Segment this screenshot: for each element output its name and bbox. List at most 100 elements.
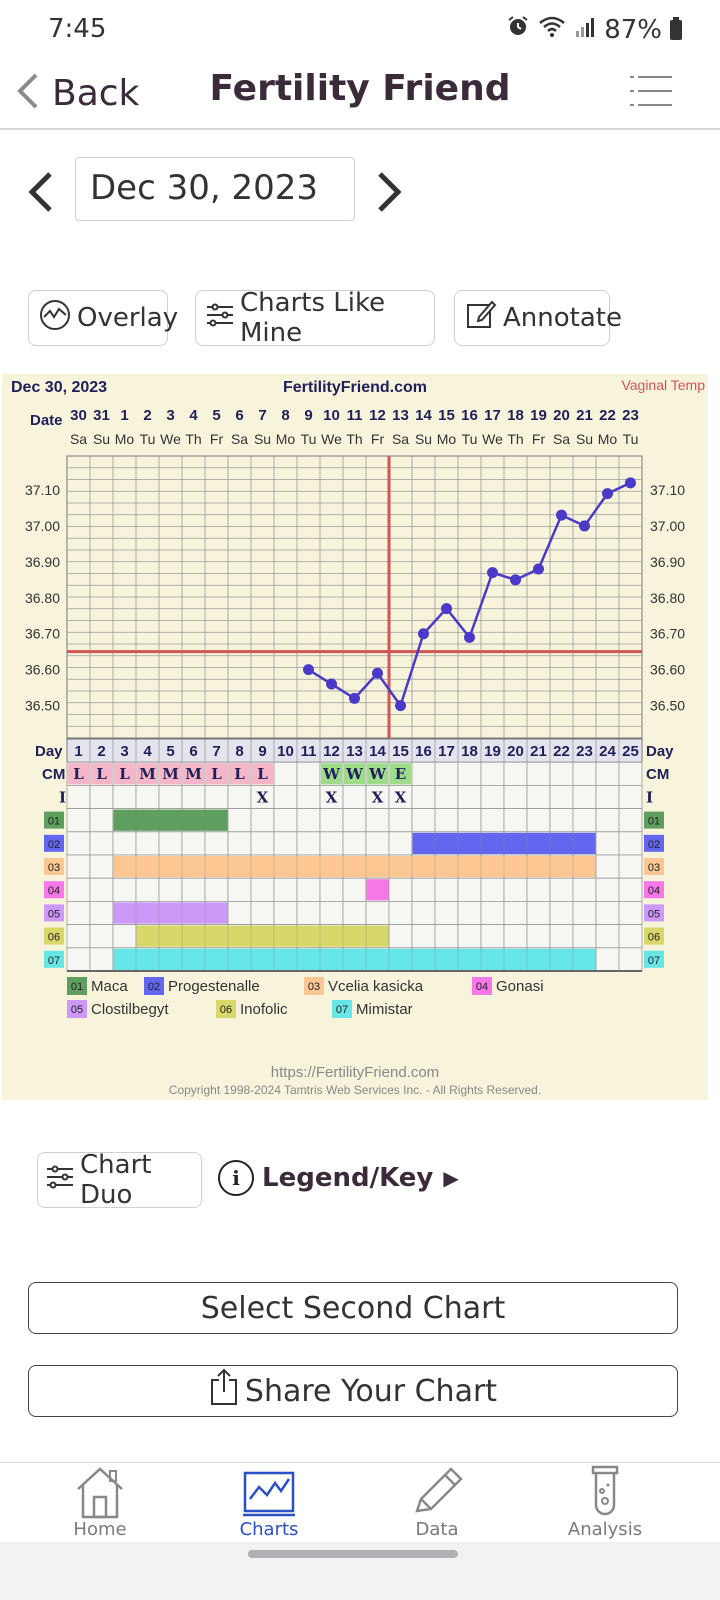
intercourse-row-label-right: I (646, 788, 653, 806)
grid-cell (595, 877, 620, 902)
med-code-badge-left (44, 904, 64, 922)
legend-med-name: Clostilbegyt (91, 1001, 169, 1018)
day-number: 3 (120, 743, 128, 760)
cm-value: W (322, 765, 341, 783)
grid-cell (618, 808, 643, 833)
previous-date-button[interactable] (22, 170, 62, 214)
grid-cell (618, 877, 643, 902)
share-chart-button[interactable]: Share Your Chart (28, 1365, 678, 1417)
y-tick-label-left: 36.90 (25, 554, 60, 570)
select-second-chart-button[interactable]: Select Second Chart (28, 1282, 678, 1334)
home-icon (20, 1465, 180, 1519)
chart-duo-button[interactable]: Chart Duo (37, 1150, 202, 1210)
wifi-icon (538, 14, 566, 45)
next-date-button[interactable] (370, 170, 410, 214)
med-code-badge-left (44, 881, 64, 899)
weekday-label: Su (415, 431, 432, 447)
cm-cell (229, 763, 250, 785)
grid-cell (250, 877, 275, 902)
grid-cell (181, 831, 206, 856)
grid-cell (66, 924, 91, 949)
med-bar (366, 879, 389, 901)
cm-cell (344, 763, 365, 785)
cm-cell (68, 763, 89, 785)
y-tick-label-left: 36.60 (25, 662, 60, 678)
y-tick-label-left: 36.50 (25, 698, 60, 714)
home-indicator[interactable] (248, 1550, 458, 1558)
grid-cell (204, 877, 229, 902)
temperature-point (602, 488, 613, 500)
grid-cell (181, 784, 206, 809)
grid-cell (135, 877, 160, 902)
back-button[interactable]: Back (14, 68, 139, 118)
date-label: 18 (507, 407, 524, 424)
overlay-button[interactable]: Overlay (28, 290, 178, 346)
grid-cell (434, 924, 459, 949)
cm-value: W (345, 765, 364, 783)
cm-cell (114, 763, 135, 785)
grid-cell (365, 831, 390, 856)
legend-swatch (472, 977, 492, 995)
grid-cell (273, 784, 298, 809)
grid-cell (388, 808, 413, 833)
day-number: 18 (461, 743, 478, 760)
select-second-chart-label: Select Second Chart (200, 1290, 506, 1326)
cm-value: L (234, 765, 245, 783)
grid-cell (503, 924, 528, 949)
tab-analysis[interactable]: Analysis (525, 1463, 685, 1543)
cm-value: L (119, 765, 130, 783)
grid-cell (595, 924, 620, 949)
grid-cell (549, 877, 574, 902)
fertility-chart[interactable]: Dec 30, 2023 FertilityFriend.com Vaginal T… (2, 374, 708, 1100)
temperature-point (349, 692, 360, 704)
med-code-left: 05 (48, 908, 60, 920)
date-label: 12 (369, 407, 386, 424)
cm-cell (183, 763, 204, 785)
grid-cell (89, 901, 114, 926)
date-label: 19 (530, 407, 547, 424)
tab-home[interactable]: Home (20, 1463, 180, 1543)
chart-duo-label: Chart Duo (80, 1150, 152, 1210)
weekday-label: Th (507, 431, 523, 447)
med-code-badge-left (44, 950, 64, 968)
list-menu-icon (630, 76, 672, 112)
tab-analysis-label: Analysis (567, 1519, 643, 1540)
weekday-label: Sa (70, 431, 87, 447)
charts-like-mine-button[interactable]: Charts Like Mine (195, 288, 435, 348)
grid-cell (526, 784, 551, 809)
grid-cell (526, 924, 551, 949)
grid-cell (411, 877, 436, 902)
med-code-badge-left (44, 858, 64, 875)
day-number: 11 (301, 743, 317, 760)
share-icon (209, 1368, 245, 1414)
tab-charts[interactable]: Charts (189, 1463, 349, 1543)
grid-cell (66, 831, 91, 856)
intercourse-row-label-left: I (59, 788, 66, 806)
temperature-point (303, 664, 314, 676)
date-label: 2 (143, 407, 151, 424)
grid-cell (227, 784, 252, 809)
day-row-label-left: Day (35, 743, 63, 760)
grid-cell (411, 924, 436, 949)
annotate-button[interactable]: Annotate (454, 290, 622, 346)
grid-cell (526, 761, 551, 786)
cm-value: M (139, 765, 156, 783)
grid-cell (66, 854, 91, 879)
grid-cell (158, 831, 183, 856)
weekday-label: Sa (392, 431, 409, 447)
legend-med-name: Inofolic (240, 1001, 288, 1018)
legend-swatch (67, 1000, 87, 1018)
grid-cell (480, 901, 505, 926)
legend-key-link[interactable]: i Legend/Key ▶ (218, 1160, 459, 1196)
grid-cell (135, 784, 160, 809)
grid-cell (618, 947, 643, 972)
chart-header-date: Dec 30, 2023 (11, 379, 107, 396)
day-number: 20 (507, 743, 524, 760)
menu-button[interactable] (630, 74, 672, 108)
cm-value: L (211, 765, 222, 783)
status-icons: 87% (506, 14, 662, 45)
weekday-label: Su (93, 431, 110, 447)
med-code-left: 06 (48, 932, 60, 944)
tab-data[interactable]: Data (357, 1463, 517, 1543)
date-field[interactable]: Dec 30, 2023 (75, 157, 355, 221)
